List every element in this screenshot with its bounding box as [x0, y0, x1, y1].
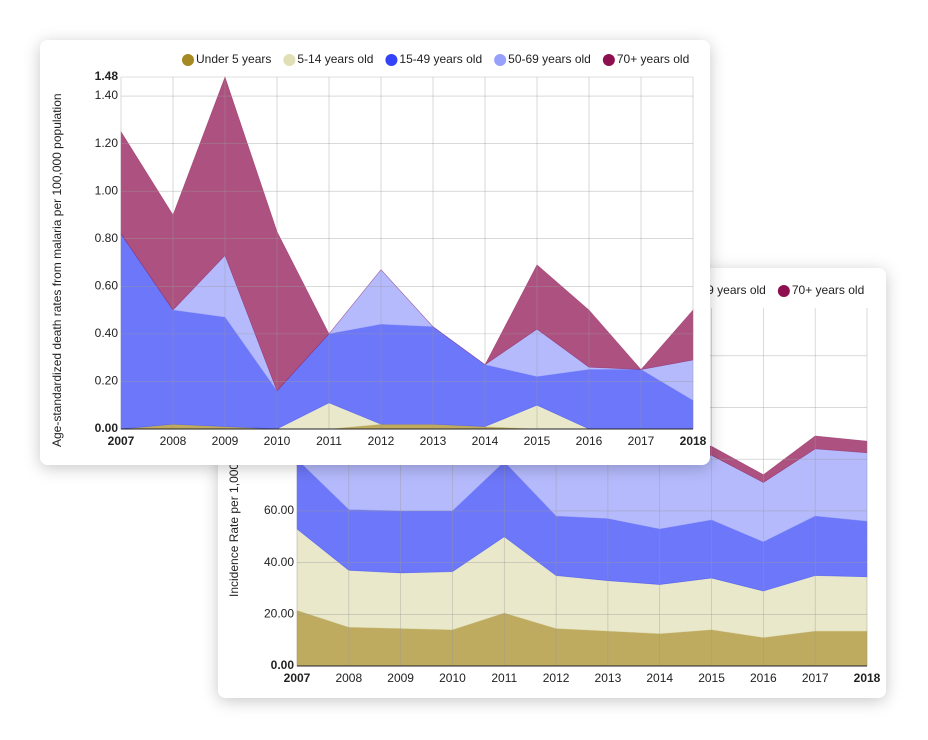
- legend-label: 15-49 years old: [399, 52, 482, 66]
- y-tick-label: 0.00: [271, 658, 295, 672]
- y-tick-label: 1.48: [95, 69, 119, 83]
- legend-label: 70+ years old: [792, 283, 864, 297]
- legend-marker: [777, 285, 790, 297]
- y-tick-label: 40.00: [264, 555, 294, 569]
- legend-label: 5-14 years old: [297, 52, 373, 66]
- legend-marker: [494, 54, 507, 66]
- x-tick-label: 2016: [576, 434, 603, 448]
- x-tick-label: 2010: [439, 671, 466, 685]
- x-tick-label: 2007: [284, 671, 311, 685]
- legend-label: 50-69 years old: [508, 52, 591, 66]
- x-tick-label: 2011: [491, 671, 517, 685]
- y-tick-label: 20.00: [264, 606, 294, 620]
- x-tick-label: 2008: [335, 671, 362, 685]
- x-tick-label: 2012: [543, 671, 570, 685]
- y-tick-label: 0.80: [95, 231, 119, 245]
- y-tick-label: 1.40: [95, 88, 119, 102]
- x-tick-label: 2015: [524, 434, 551, 448]
- x-tick-label: 2010: [264, 434, 291, 448]
- legend-label: 70+ years old: [617, 52, 689, 66]
- x-tick-label: 2014: [646, 671, 673, 685]
- x-tick-label: 2017: [628, 434, 655, 448]
- x-tick-label: 2018: [854, 671, 881, 685]
- x-tick-label: 2009: [387, 671, 414, 685]
- x-tick-label: 2013: [420, 434, 447, 448]
- legend-label: Under 5 years: [196, 52, 271, 66]
- x-tick-label: 2014: [472, 434, 499, 448]
- legend-marker: [602, 54, 615, 66]
- y-tick-label: 1.00: [95, 183, 119, 197]
- x-tick-label: 2017: [802, 671, 829, 685]
- y-tick-label: 0.40: [95, 326, 119, 340]
- chart-card: 0.00 0.20 0.40 0.60 0.80 1.00 1.20 1.40 1.48 2007…: [40, 40, 710, 465]
- x-tick-label: 2016: [750, 671, 777, 685]
- x-tick-label: 2009: [212, 434, 239, 448]
- y-tick-label: 0.20: [95, 374, 119, 388]
- x-tick-label: 2013: [595, 671, 622, 685]
- x-tick-label: 2018: [680, 434, 707, 448]
- legend-marker: [385, 54, 398, 66]
- y-tick-label: 60.00: [264, 503, 294, 517]
- x-tick-label: 2008: [160, 434, 187, 448]
- x-tick-label: 2011: [316, 434, 342, 448]
- y-tick-label: 1.20: [95, 136, 119, 150]
- y-tick-label: 0.60: [95, 278, 119, 292]
- y-tick-label: 0.00: [95, 421, 119, 435]
- y-axis-title: Age-standardized death rates from malari…: [50, 93, 64, 447]
- x-tick-label: 2012: [368, 434, 395, 448]
- legend-marker: [182, 54, 194, 66]
- x-tick-label: 2015: [698, 671, 725, 685]
- legend-marker: [283, 54, 296, 66]
- x-tick-label: 2007: [108, 434, 135, 448]
